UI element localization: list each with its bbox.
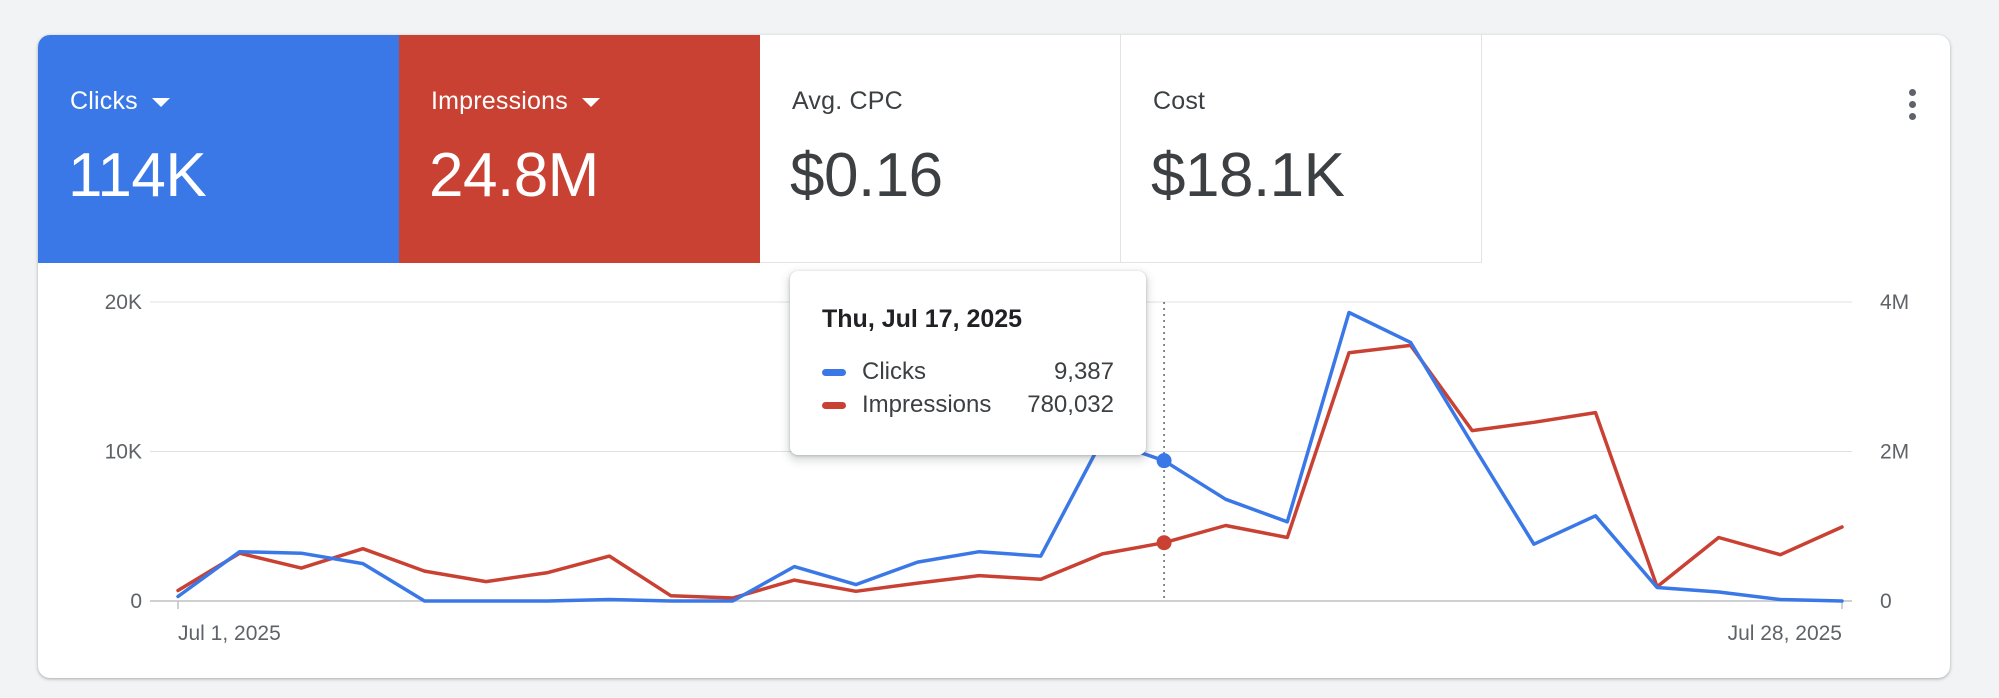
series-line-clicks [176, 310, 1844, 603]
tooltip-impressions-value: 780,032 [1027, 391, 1114, 418]
hover-markers [1156, 453, 1172, 551]
scorecard-avg-cpc[interactable]: Avg. CPC $0.16 [760, 35, 1121, 263]
scorecard-clicks[interactable]: Clicks 114K [38, 35, 399, 263]
tooltip-clicks-label: Clicks [862, 358, 926, 385]
scorecard-impressions[interactable]: Impressions 24.8M [399, 35, 760, 263]
scorecard-impressions-label: Impressions [431, 87, 568, 115]
hover-point-clicks [1156, 453, 1172, 469]
left-axis: 0 10K 20K [105, 291, 142, 613]
x-axis: Jul 1, 2025 Jul 28, 2025 [178, 622, 1842, 645]
scorecard-cost-label: Cost [1153, 87, 1206, 115]
scorecard-cost-value: $18.1K [1151, 141, 1345, 210]
performance-card: Clicks 114K Impressions 24.8M Avg. CPC $… [38, 35, 1950, 678]
x-axis-end-label: Jul 28, 2025 [1728, 622, 1842, 645]
right-axis-tick-label: 0 [1880, 590, 1892, 613]
chart-series [176, 310, 1844, 603]
scorecard-impressions-label-wrap: Impressions [431, 87, 600, 116]
scorecard-clicks-label-wrap: Clicks [70, 87, 170, 116]
scorecard-clicks-value: 114K [68, 141, 207, 210]
scorecard-impressions-value: 24.8M [429, 141, 599, 210]
more-vert-icon[interactable] [1892, 80, 1932, 128]
tooltip-date: Thu, Jul 17, 2025 [822, 305, 1023, 333]
performance-line-chart: 0 10K 20K 0 2M 4M Jul 1, 2025 Jul 28, 2025 [105, 291, 1910, 645]
tooltip-impressions-label: Impressions [862, 391, 992, 418]
scorecard-cost[interactable]: Cost $18.1K [1121, 35, 1482, 263]
dropdown-arrow-icon[interactable] [151, 98, 170, 107]
scorecard-clicks-label: Clicks [70, 87, 138, 115]
right-axis-tick-label: 2M [1880, 441, 1909, 464]
right-axis-tick-label: 4M [1880, 291, 1909, 314]
scorecard-avg-cpc-value: $0.16 [790, 141, 943, 210]
left-axis-tick-label: 20K [105, 291, 142, 314]
tooltip-row-impressions: Impressions 780,032 [822, 388, 1114, 422]
chart-tooltip: Thu, Jul 17, 2025 Clicks 9,387 Impressio… [790, 271, 1146, 455]
clicks-swatch [822, 368, 846, 376]
tooltip-clicks-value: 9,387 [1053, 358, 1114, 385]
scorecard-avg-cpc-label: Avg. CPC [792, 87, 903, 115]
series-line-impressions [176, 343, 1844, 600]
left-axis-tick-label: 10K [105, 441, 142, 464]
left-axis-tick-label: 0 [130, 590, 142, 613]
impressions-swatch [822, 401, 846, 409]
hover-point-impressions [1156, 535, 1172, 551]
scorecard-row: Clicks 114K Impressions 24.8M Avg. CPC $… [38, 35, 1482, 263]
right-axis: 0 2M 4M [1880, 291, 1909, 613]
dropdown-arrow-icon[interactable] [581, 98, 600, 107]
x-axis-start-label: Jul 1, 2025 [178, 622, 281, 645]
tooltip-row-clicks: Clicks 9,387 [822, 355, 1114, 389]
